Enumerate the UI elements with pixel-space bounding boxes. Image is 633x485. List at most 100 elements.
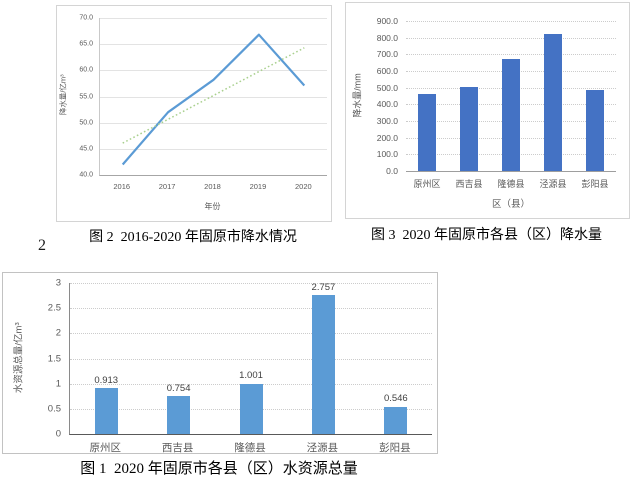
y-tick-label: 200.0	[376, 132, 398, 143]
plot-area	[99, 18, 327, 176]
x-category-label: 彭阳县	[379, 443, 411, 454]
y-tick-label: 60.0	[79, 66, 93, 74]
y-tick-label: 45.0	[79, 145, 93, 153]
gridline	[100, 44, 327, 46]
x-category-label: 泾源县	[306, 443, 339, 454]
bar-slot: 1.001	[215, 283, 287, 434]
bar-slot	[490, 21, 532, 171]
bar-slot: 2.757	[287, 283, 359, 434]
x-axis-title: 年份	[204, 202, 221, 211]
x-category-label: 2016	[113, 182, 131, 191]
bar-chart-county-water-resources: 水资源总量/亿m³ 3 2.5 2 1.5 1 0.5 0 0.913 0.754 1.001 2…	[2, 272, 438, 454]
series-observed-precipitation	[121, 33, 306, 166]
y-tick-label: 40.0	[79, 171, 93, 179]
y-tick-label: 55.0	[79, 93, 93, 100]
y-tick-label: 400.0	[376, 99, 398, 110]
x-category-label: 隆德县	[234, 443, 266, 454]
bar-value-label: 1.001	[239, 370, 263, 382]
x-category-label: 2020	[294, 182, 312, 191]
x-axis: 2016 2017 2018 2019 2020	[99, 182, 326, 191]
bar-value-label: 2.757	[311, 281, 336, 293]
y-axis: 900.0 800.0 700.0 600.0 500.0 400.0 300.0 200.0…	[346, 17, 400, 175]
y-tick-label: 2	[55, 327, 61, 339]
bar-series: 0.913 0.754 1.001 2.757 0.546	[70, 283, 432, 434]
y-tick-label: 1.5	[47, 352, 61, 364]
gridline	[70, 308, 432, 310]
bar-slot	[574, 21, 616, 171]
y-tick-label: 700.0	[376, 49, 398, 60]
bar-slot	[448, 21, 490, 171]
y-tick-label: 0.0	[386, 165, 398, 176]
gridline	[100, 70, 327, 72]
y-tick-label: 300.0	[376, 115, 398, 126]
bar-隆德县	[502, 59, 520, 171]
gridline	[100, 122, 327, 124]
y-tick-label: 70.0	[79, 14, 93, 22]
x-category-label: 彭阳县	[581, 179, 609, 189]
y-tick-label: 3	[55, 277, 61, 289]
x-category-label: 原州区	[89, 443, 121, 454]
bar-西吉县	[460, 86, 478, 171]
bar-彭阳县	[586, 90, 604, 171]
plot-area	[406, 21, 616, 172]
bar-slot: 0.754	[142, 283, 214, 434]
x-category-label: 隆德县	[497, 179, 525, 189]
bar-西吉县	[167, 396, 191, 434]
figure-3-caption: 图 3 2020 年固原市各县（区）降水量	[371, 228, 602, 243]
gridline	[70, 283, 432, 284]
gridline	[70, 358, 432, 360]
bar-泾源县	[544, 34, 562, 171]
y-tick-label: 500.0	[376, 82, 398, 93]
x-axis: 原州区 西吉县 隆德县 泾源县 彭阳县	[69, 440, 431, 455]
gridline	[406, 21, 616, 22]
y-tick-label: 2.5	[47, 302, 61, 314]
y-axis: 70.0 65.0 60.0 55.0 50.0 45.0 40.0	[57, 14, 95, 179]
bar-泾源县	[311, 295, 335, 434]
y-axis: 3 2.5 2 1.5 1 0.5 0	[3, 278, 63, 438]
bar-chart-county-precipitation: 降水量/mm 900.0 800.0 700.0 600.0 500.0 400.0 300…	[345, 2, 630, 219]
figure-1-caption: 图 1 2020 年固原市各县（区）水资源总量	[80, 461, 358, 477]
y-tick-label: 50.0	[79, 119, 93, 127]
x-category-label: 2019	[249, 182, 267, 191]
x-category-label: 西吉县	[455, 179, 483, 189]
x-category-label: 2017	[158, 182, 176, 191]
y-tick-label: 900.0	[376, 15, 398, 26]
bar-原州区	[94, 388, 118, 434]
y-tick-label: 600.0	[376, 65, 398, 76]
bar-原州区	[418, 94, 436, 171]
page-number: 2	[38, 237, 46, 254]
gridline	[100, 148, 327, 150]
bar-彭阳县	[384, 406, 408, 434]
line-chart-precipitation-trend: 降水量/亿m³ 70.0 65.0 60.0 55.0 50.0 45.0 40.0 201…	[56, 5, 332, 222]
x-axis: 原州区 西吉县 隆德县 泾源县 彭阳县	[406, 177, 616, 190]
y-tick-label: 100.0	[376, 149, 398, 160]
gridline	[70, 333, 432, 335]
bar-slot	[532, 21, 574, 171]
x-axis-title: 区（县）	[491, 200, 530, 210]
x-category-label: 原州区	[413, 179, 441, 189]
gridline	[100, 96, 327, 98]
y-tick-label: 800.0	[376, 32, 398, 43]
gridline	[406, 37, 616, 39]
bar-value-label: 0.754	[166, 382, 191, 394]
gridline	[406, 54, 616, 56]
bar-隆德县	[239, 383, 263, 434]
bar-slot	[406, 21, 448, 171]
x-category-label: 泾源县	[539, 179, 567, 189]
bar-slot: 0.913	[70, 283, 142, 434]
bar-value-label: 0.913	[94, 374, 119, 386]
bar-series	[406, 21, 616, 171]
y-tick-label: 1	[55, 377, 61, 389]
plot-area: 0.913 0.754 1.001 2.757 0.546	[69, 283, 432, 435]
series-trend-line	[122, 47, 305, 144]
bar-value-label: 0.546	[383, 393, 408, 405]
x-category-label: 西吉县	[161, 443, 194, 454]
bar-slot: 0.546	[360, 283, 432, 434]
gridline	[100, 18, 327, 19]
figure-2-caption: 图 2 2016-2020 年固原市降水情况	[89, 230, 297, 245]
x-category-label: 2018	[204, 182, 221, 191]
y-tick-label: 0	[55, 428, 61, 440]
y-tick-label: 0.5	[47, 403, 61, 415]
y-tick-label: 65.0	[79, 40, 93, 48]
